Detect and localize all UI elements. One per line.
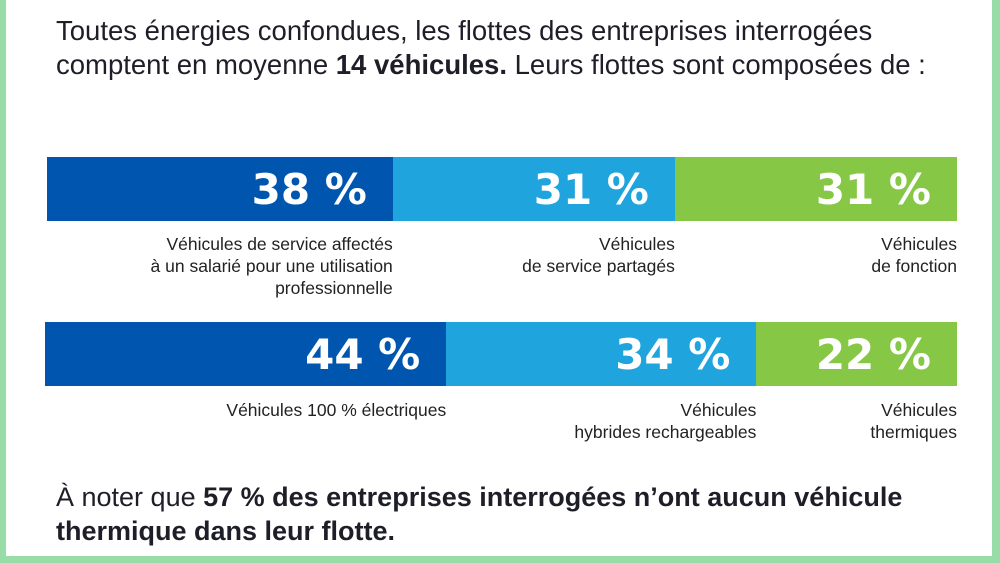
intro-text-part: Toutes énergies confondues, les flottes … — [56, 15, 873, 80]
bar-segment: 31 % — [674, 157, 957, 221]
segment-value-label: 31 % — [815, 164, 931, 214]
intro-text-part: Leurs flottes sont composées de : — [506, 49, 926, 80]
infographic-card: Toutes énergies confondues, les flottes … — [6, 0, 992, 556]
stacked-bar-usage: 38 % 31 % 31 % — [47, 157, 957, 221]
intro-text: Toutes énergies confondues, les flottes … — [56, 14, 976, 82]
category-label: Véhicules hybrides rechargeables — [574, 400, 757, 442]
segment-value-label: 38 % — [251, 164, 367, 214]
segment-value-label: 34 % — [615, 329, 731, 379]
intro-highlight: 14 véhicules. — [335, 49, 507, 80]
segment-value-label: 22 % — [815, 329, 931, 379]
bar-segment: 34 % — [446, 322, 757, 386]
note-highlight: 57 % des entreprises interrogées n’ont a… — [56, 482, 903, 546]
category-label: Véhicules de service affectés à un salar… — [150, 234, 393, 298]
segment-value-label: 44 % — [305, 329, 421, 379]
category-label: Véhicules de fonction — [871, 234, 957, 276]
note-text-part: À noter que — [56, 482, 204, 512]
category-label: Véhicules 100 % électriques — [226, 400, 447, 420]
segment-value-label: 31 % — [533, 164, 649, 214]
category-label: Véhicules thermiques — [870, 400, 957, 442]
bar-segment: 44 % — [45, 322, 447, 386]
bar-segment: 22 % — [756, 322, 957, 386]
bar-segment: 31 % — [392, 157, 675, 221]
category-label: Véhicules de service partagés — [522, 234, 675, 276]
bar-segment: 38 % — [47, 157, 393, 221]
labels-usage: Véhicules de service affectés à un salar… — [47, 233, 957, 299]
labels-energy: Véhicules 100 % électriques Véhicules hyb… — [45, 399, 957, 443]
stacked-bar-energy: 44 % 34 % 22 % — [45, 322, 957, 386]
note-text: À noter que 57 % des entreprises interro… — [56, 480, 976, 548]
